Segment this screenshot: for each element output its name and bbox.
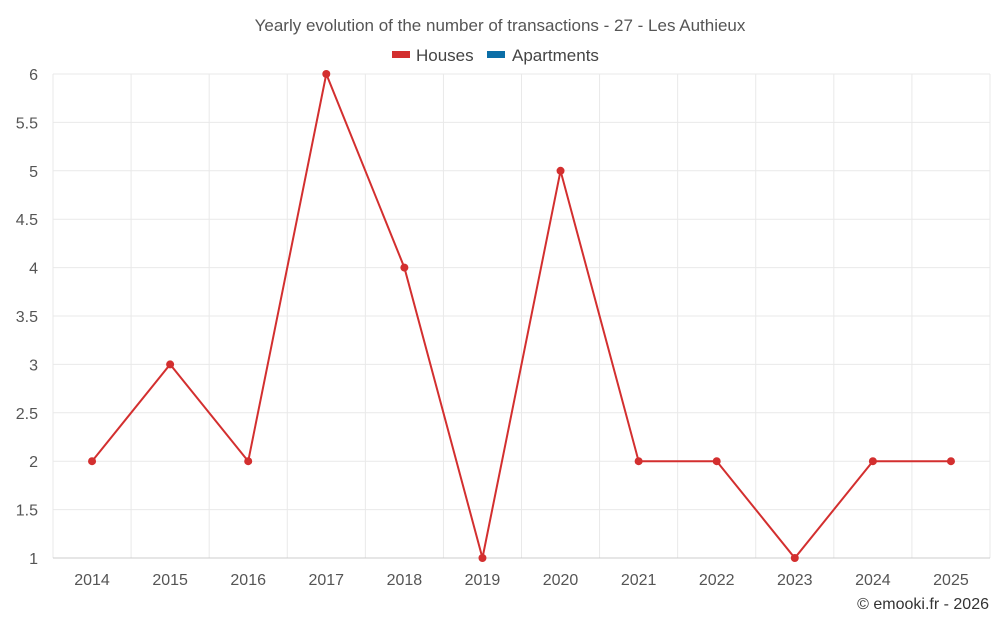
legend: Houses Apartments bbox=[392, 46, 599, 65]
legend-label-apartments: Apartments bbox=[512, 46, 599, 65]
credit-text: © emooki.fr - 2026 bbox=[857, 596, 989, 613]
x-tick-label: 2024 bbox=[855, 572, 891, 589]
y-tick-label: 4.5 bbox=[16, 212, 38, 229]
x-tick-label: 2014 bbox=[74, 572, 110, 589]
data-point-houses[interactable] bbox=[556, 166, 565, 175]
x-tick-label: 2018 bbox=[387, 572, 423, 589]
series-houses bbox=[88, 70, 955, 562]
y-tick-label: 3 bbox=[29, 357, 38, 374]
y-tick-label: 6 bbox=[29, 67, 38, 84]
series-line-houses bbox=[91, 70, 951, 560]
y-tick-label: 3.5 bbox=[16, 309, 38, 326]
data-point-houses[interactable] bbox=[712, 457, 721, 466]
x-axis-ticks: 2014 2015 2016 2017 2018 2019 2020 2021 2022 2023… bbox=[74, 572, 969, 589]
y-tick-label: 2.5 bbox=[16, 406, 38, 423]
legend-swatch-apartments bbox=[487, 51, 505, 58]
y-tick-label: 5 bbox=[29, 164, 38, 181]
data-point-houses[interactable] bbox=[166, 360, 175, 369]
x-tick-label: 2022 bbox=[699, 572, 735, 589]
data-point-houses[interactable] bbox=[322, 70, 331, 78]
data-point-houses[interactable] bbox=[244, 457, 253, 466]
y-tick-label: 1 bbox=[29, 551, 38, 568]
x-tick-label: 2023 bbox=[777, 572, 813, 589]
y-tick-label: 1.5 bbox=[16, 503, 38, 520]
x-tick-label: 2016 bbox=[230, 572, 266, 589]
x-tick-label: 2015 bbox=[152, 572, 188, 589]
legend-swatch-houses bbox=[392, 51, 410, 58]
y-axis-ticks: 1 1.5 2 2.5 3 3.5 4 4.5 5 5.5 6 bbox=[16, 67, 38, 568]
legend-item-apartments[interactable]: Apartments bbox=[487, 46, 599, 65]
chart-title: Yearly evolution of the number of transa… bbox=[255, 16, 746, 35]
data-point-houses[interactable] bbox=[478, 554, 487, 562]
x-tick-label: 2021 bbox=[621, 572, 657, 589]
gridlines bbox=[52, 73, 991, 559]
legend-item-houses[interactable]: Houses bbox=[392, 46, 474, 65]
data-point-houses[interactable] bbox=[634, 457, 643, 466]
data-point-houses[interactable] bbox=[790, 554, 799, 562]
data-point-houses[interactable] bbox=[88, 457, 97, 466]
y-tick-label: 5.5 bbox=[16, 115, 38, 132]
x-tick-label: 2020 bbox=[543, 572, 579, 589]
data-point-houses[interactable] bbox=[868, 457, 877, 466]
x-tick-label: 2019 bbox=[465, 572, 501, 589]
y-tick-label: 4 bbox=[29, 261, 38, 278]
legend-label-houses: Houses bbox=[416, 46, 474, 65]
y-tick-label: 2 bbox=[29, 454, 38, 471]
x-tick-label: 2017 bbox=[308, 572, 344, 589]
data-point-houses[interactable] bbox=[400, 263, 409, 272]
x-tick-label: 2025 bbox=[933, 572, 969, 589]
data-point-houses[interactable] bbox=[946, 457, 955, 466]
